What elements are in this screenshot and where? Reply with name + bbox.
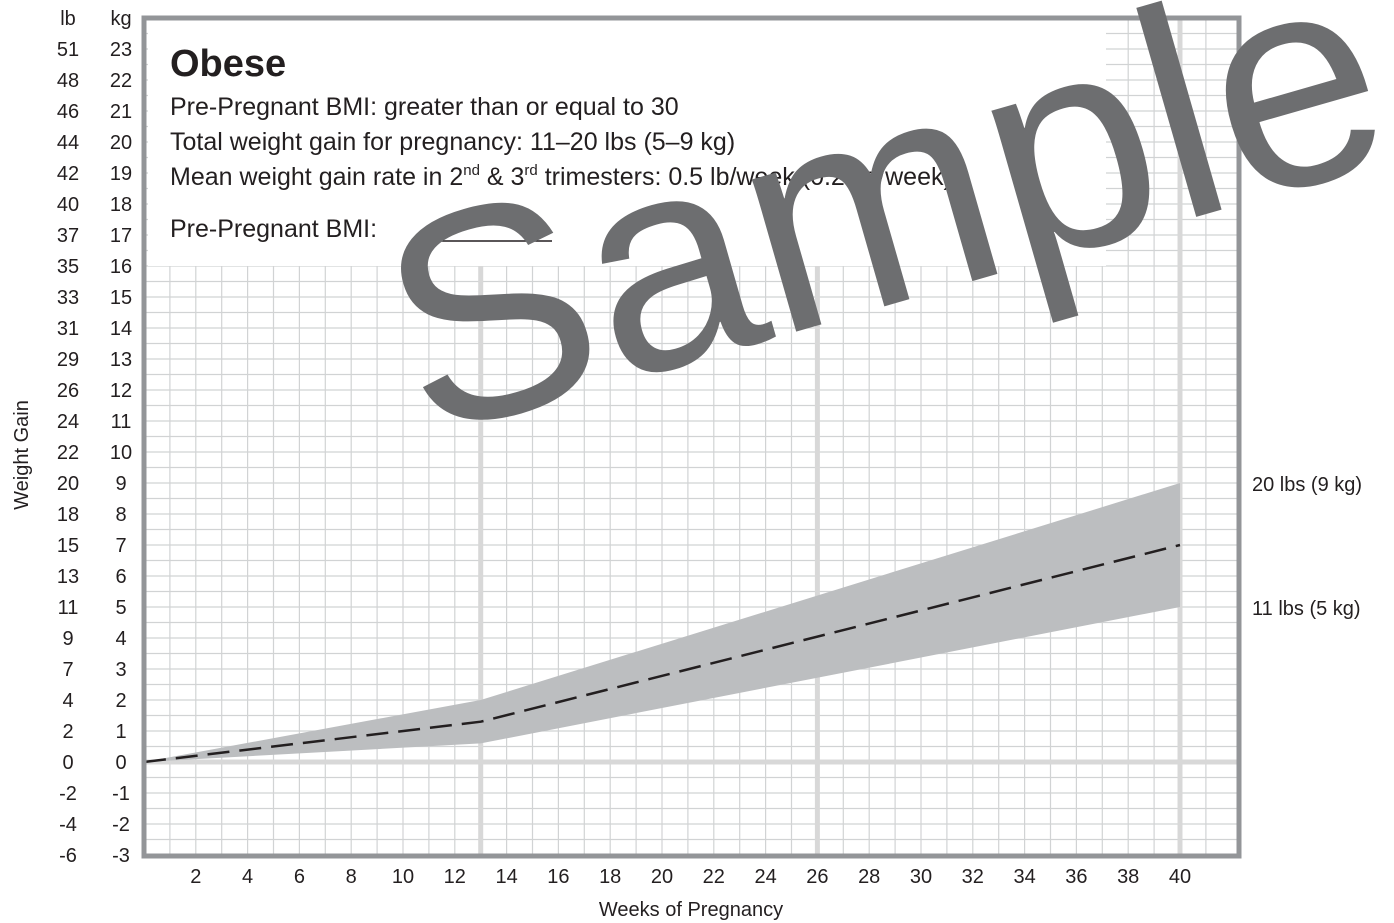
y-tick-label-lb: 33 [57, 287, 79, 309]
y-tick-label-lb: 2 [62, 721, 73, 743]
axes: lb kg235122482146204419421840173716351533… [11, 8, 1362, 921]
x-tick-label: 6 [294, 866, 305, 888]
y-tick-label-lb: -6 [59, 845, 77, 867]
y-tick-label-lb: 40 [57, 194, 79, 216]
x-tick-label: 32 [962, 866, 984, 888]
y-tick-label-kg: 21 [110, 101, 132, 123]
x-tick-label: 40 [1169, 866, 1191, 888]
x-tick-label: 34 [1013, 866, 1035, 888]
y-tick-label-kg: 10 [110, 442, 132, 464]
x-tick-label: 24 [754, 866, 776, 888]
y-tick-label-kg: -1 [112, 783, 130, 805]
y-tick-label-lb: 42 [57, 163, 79, 185]
y-tick-label-kg: 1 [115, 721, 126, 743]
y-tick-label-kg: 18 [110, 194, 132, 216]
y-tick-label-lb: -2 [59, 783, 77, 805]
y-tick-label-lb: 22 [57, 442, 79, 464]
y-tick-label-kg: 23 [110, 39, 132, 61]
x-axis-title: Weeks of Pregnancy [599, 899, 783, 921]
mean-gain-line [143, 543, 1181, 764]
bmi-entry-label: Pre-Pregnant BMI: [170, 215, 377, 243]
gain-rate-text: Mean weight gain rate in 2nd & 3rd trime… [170, 162, 952, 191]
y-tick-label-kg: 9 [115, 473, 126, 495]
x-tick-label: 36 [1065, 866, 1087, 888]
plot-frame [141, 15, 1242, 859]
y-tick-label-lb: 48 [57, 70, 79, 92]
plot-frame-layer [141, 15, 1242, 859]
y-tick-label-lb: 46 [57, 101, 79, 123]
y-tick-label-lb: 7 [62, 659, 73, 681]
total-gain-text: Total weight gain for pregnancy: 11–20 l… [170, 128, 735, 156]
x-tick-label: 12 [444, 866, 466, 888]
y-tick-label-lb: 13 [57, 566, 79, 588]
y-tick-label-lb: 29 [57, 349, 79, 371]
x-tick-label: 14 [495, 866, 517, 888]
y-tick-label-kg: 19 [110, 163, 132, 185]
info-panel: Obese Pre-Pregnant BMI: greater than or … [148, 20, 1106, 266]
recommended-gain-band [144, 483, 1180, 762]
x-tick-label: 20 [651, 866, 673, 888]
x-tick-label: 28 [858, 866, 880, 888]
y-tick-label-lb: -4 [59, 814, 77, 836]
y-tick-label-lb: 31 [57, 318, 79, 340]
chart-title: Obese [170, 43, 286, 85]
y-tick-label-kg: 0 [115, 752, 126, 774]
y-tick-label-lb: 18 [57, 504, 79, 526]
bmi-criteria-text: Pre-Pregnant BMI: greater than or equal … [170, 93, 679, 121]
y-tick-label-lb: 11 [58, 597, 79, 619]
y-tick-label-lb: 44 [57, 132, 79, 154]
y-tick-label-lb: 9 [62, 628, 73, 650]
lower-bound-label: 11 lbs (5 kg) [1252, 598, 1361, 620]
y-tick-label-kg: 17 [110, 225, 132, 247]
y-tick-label-kg: 20 [110, 132, 132, 154]
y-tick-label-kg: 12 [110, 380, 132, 402]
y-tick-label-kg: 5 [115, 597, 126, 619]
x-tick-label: 8 [346, 866, 357, 888]
y-tick-label-kg: 2 [115, 690, 126, 712]
y-tick-label-lb: 15 [57, 535, 79, 557]
y-tick-label-lb: 35 [57, 256, 79, 278]
y-tick-label-kg: 14 [110, 318, 132, 340]
y-tick-label-kg: -3 [112, 845, 130, 867]
y-tick-label-lb: 37 [57, 225, 79, 247]
y-tick-label-kg: 22 [110, 70, 132, 92]
y-tick-label-lb: 4 [62, 690, 73, 712]
x-tick-label: 16 [547, 866, 569, 888]
x-tick-label: 10 [392, 866, 414, 888]
x-tick-label: 38 [1117, 866, 1139, 888]
y-unit-header-lb: lb [60, 8, 76, 30]
y-unit-header-kg: kg [110, 8, 131, 30]
x-tick-label: 30 [910, 866, 932, 888]
y-tick-label-kg: 16 [110, 256, 132, 278]
y-tick-label-kg: 8 [115, 504, 126, 526]
y-tick-label-kg: 3 [115, 659, 126, 681]
y-tick-label-kg: 6 [115, 566, 126, 588]
x-tick-label: 26 [806, 866, 828, 888]
y-axis-title: Weight Gain [11, 400, 33, 510]
y-tick-label-lb: 26 [57, 380, 79, 402]
upper-bound-label: 20 lbs (9 kg) [1252, 474, 1362, 496]
y-tick-label-kg: -2 [112, 814, 130, 836]
y-tick-label-kg: 7 [115, 535, 126, 557]
y-tick-label-lb: 20 [57, 473, 79, 495]
x-tick-label: 4 [242, 866, 253, 888]
x-tick-label: 18 [599, 866, 621, 888]
info-panel-background [148, 20, 1106, 266]
x-tick-label: 22 [703, 866, 725, 888]
y-tick-label-kg: 4 [115, 628, 126, 650]
y-tick-label-lb: 0 [62, 752, 73, 774]
y-tick-label-lb: 51 [57, 39, 79, 61]
x-tick-label: 2 [190, 866, 201, 888]
y-tick-label-kg: 15 [110, 287, 132, 309]
y-tick-label-kg: 11 [111, 411, 132, 433]
y-tick-label-lb: 24 [57, 411, 79, 433]
y-tick-label-kg: 13 [110, 349, 132, 371]
range-band-layer [143, 483, 1181, 764]
